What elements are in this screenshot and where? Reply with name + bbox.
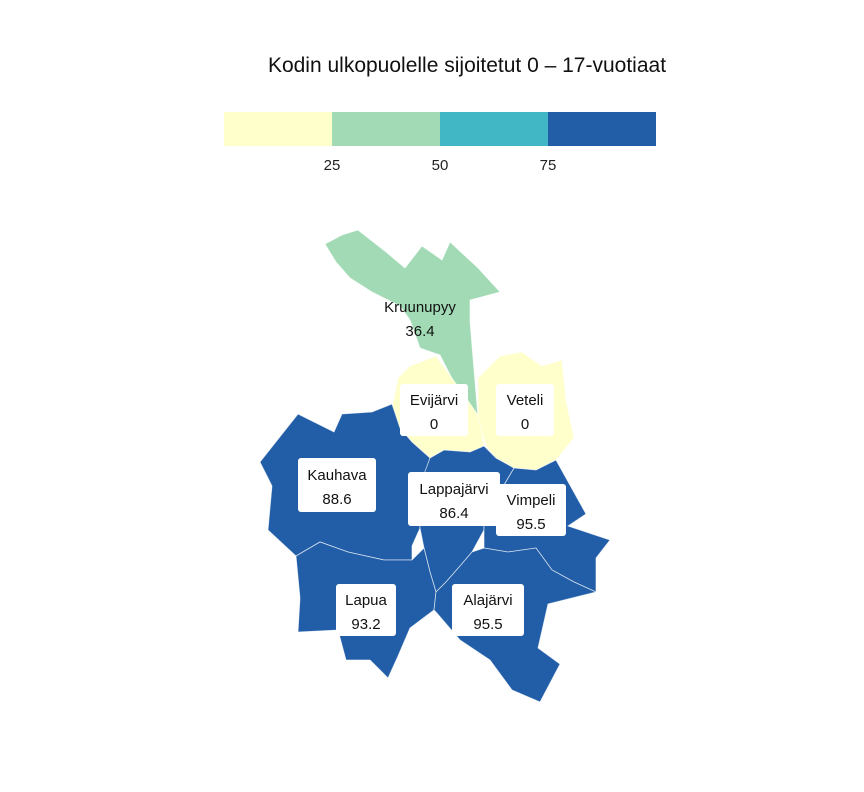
label-alajarvi-value: 95.5: [473, 616, 502, 633]
label-kruunupyy-name: Kruunupyy: [384, 299, 456, 316]
label-kauhava-name: Kauhava: [307, 467, 367, 484]
label-lappajarvi-value: 86.4: [439, 505, 468, 522]
legend-swatch-4: [548, 112, 656, 146]
legend-tick-25: 25: [324, 157, 341, 174]
label-box-evijarvi: [400, 384, 468, 436]
legend-swatch-2: [332, 112, 440, 146]
label-alajarvi-name: Alajärvi: [463, 592, 512, 609]
label-box-lapua: [336, 584, 396, 636]
label-veteli-name: Veteli: [507, 392, 544, 409]
label-lapua-name: Lapua: [345, 592, 387, 609]
legend-tick-50: 50: [432, 157, 449, 174]
label-evijarvi-value: 0: [430, 416, 438, 433]
label-box-kauhava: [298, 458, 376, 512]
label-kauhava-value: 88.6: [322, 491, 351, 508]
legend-swatch-1: [224, 112, 332, 146]
label-box-vimpeli: [496, 484, 566, 536]
map-title: Kodin ulkopuolelle sijoitetut 0 – 17-vuo…: [267, 54, 667, 77]
label-lapua-value: 93.2: [351, 616, 380, 633]
region-kruunupyy[interactable]: [324, 229, 501, 420]
label-vimpeli-name: Vimpeli: [507, 492, 556, 509]
region-labels: Kruunupyy 36.4 Evijärvi 0 Veteli 0 Kauha…: [298, 299, 566, 636]
legend-tick-75: 75: [540, 157, 557, 174]
label-vimpeli-value: 95.5: [516, 516, 545, 533]
label-box-lappajarvi: [408, 472, 500, 526]
label-kruunupyy-value: 36.4: [405, 323, 434, 340]
label-evijarvi-name: Evijärvi: [410, 392, 458, 409]
legend-swatch-3: [440, 112, 548, 146]
label-veteli-value: 0: [521, 416, 529, 433]
label-lappajarvi-name: Lappajärvi: [419, 481, 488, 498]
legend: 25 50 75: [224, 112, 656, 174]
label-box-veteli: [496, 384, 554, 436]
label-box-alajarvi: [452, 584, 524, 636]
